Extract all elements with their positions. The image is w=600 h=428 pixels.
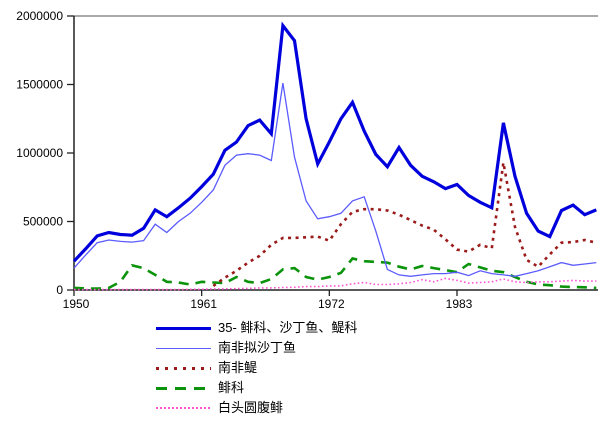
legend-label: 白头圆腹鲱 — [218, 400, 284, 415]
svg-text:0: 0 — [56, 283, 63, 297]
svg-text:1961: 1961 — [190, 297, 217, 311]
legend-item-round-herring: 白头圆腹鲱 — [156, 398, 357, 418]
svg-text:1000000: 1000000 — [16, 146, 63, 160]
legend-label: 35- 鲱科、沙丁鱼、鳀科 — [218, 320, 358, 335]
svg-text:500000: 500000 — [23, 215, 63, 229]
legend-item-anchovy: 南非鳀 — [156, 358, 357, 378]
legend-item-clupeidae: 鲱科 — [156, 378, 357, 398]
legend-item-sardine: 南非拟沙丁鱼 — [156, 338, 357, 358]
series-line-4 — [74, 277, 597, 291]
legend-line-sample-thick-blue — [156, 326, 211, 330]
legend-line-sample-thin-blue — [156, 347, 211, 349]
svg-text:2000000: 2000000 — [16, 9, 63, 23]
legend-line-sample-magenta-dotted — [156, 407, 211, 409]
legend-label: 南非拟沙丁鱼 — [218, 340, 297, 355]
legend-line-sample-green-dashed — [156, 386, 211, 390]
series-line-1 — [73, 82, 597, 277]
svg-text:1983: 1983 — [446, 297, 473, 311]
svg-text:1950: 1950 — [63, 297, 90, 311]
svg-text:1972: 1972 — [318, 297, 345, 311]
legend-label: 南非鳀 — [218, 360, 258, 375]
series-line-0 — [72, 21, 597, 263]
svg-text:1500000: 1500000 — [16, 78, 63, 92]
series-line-3 — [73, 257, 597, 290]
legend-line-sample-red-dotted — [156, 366, 211, 370]
legend-label: 鲱科 — [218, 380, 245, 395]
chart-legend: 35- 鲱科、沙丁鱼、鳀科 南非拟沙丁鱼 南非鳀 鲱科 白头圆腹鲱 — [156, 318, 357, 418]
legend-item-group-total: 35- 鲱科、沙丁鱼、鳀科 — [156, 318, 357, 338]
